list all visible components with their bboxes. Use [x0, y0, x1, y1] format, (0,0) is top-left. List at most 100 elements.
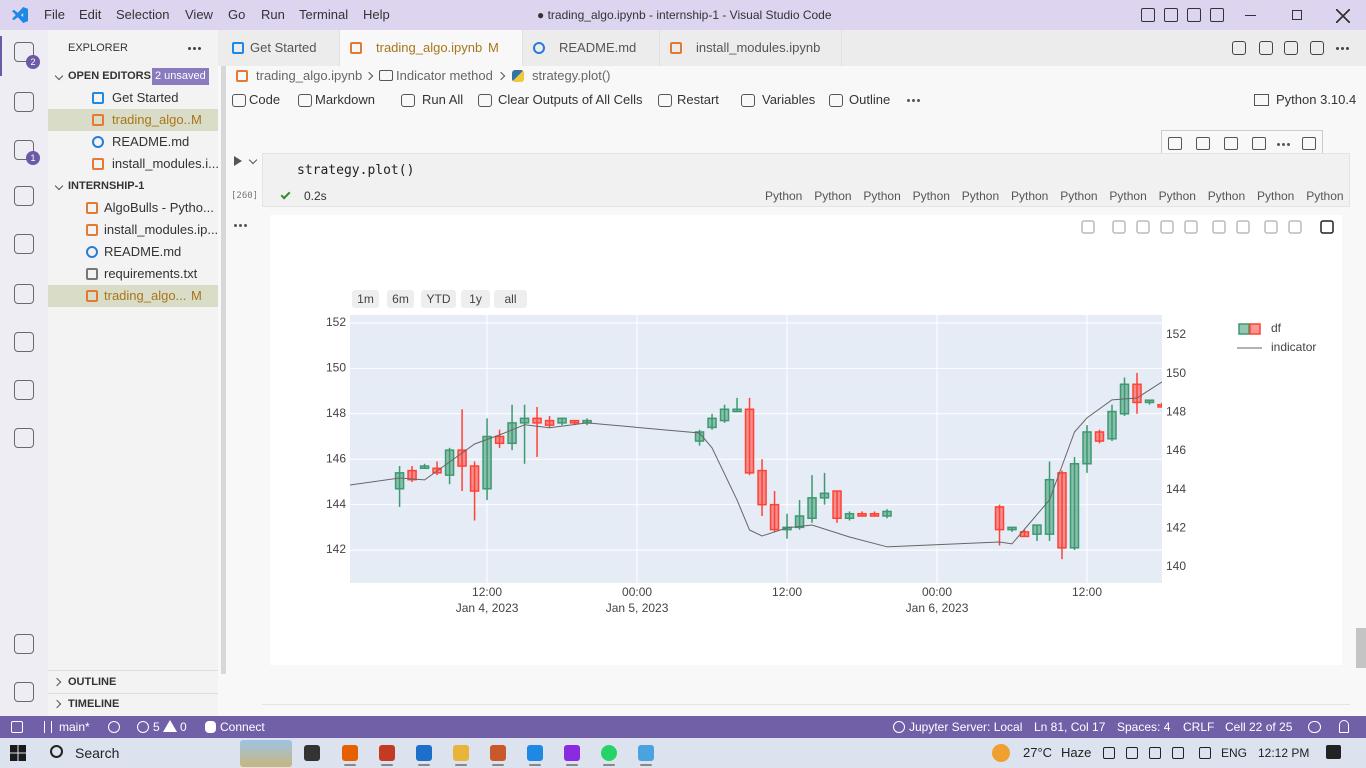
modebar-button[interactable]: [1081, 220, 1095, 234]
menu-item[interactable]: Edit: [79, 7, 102, 22]
cell-language[interactable]: Python: [1011, 189, 1049, 203]
cell-language[interactable]: Python: [1060, 189, 1098, 203]
legend-label[interactable]: indicator: [1271, 340, 1316, 354]
cell-language[interactable]: Python: [863, 189, 901, 203]
breadcrumb[interactable]: Indicator method: [396, 68, 493, 83]
news-widget[interactable]: [240, 740, 292, 767]
jupyter-server[interactable]: Jupyter Server: Local: [909, 720, 1023, 734]
range-button[interactable]: [387, 290, 414, 308]
range-button[interactable]: [352, 290, 379, 308]
range-button-label[interactable]: YTD: [427, 292, 451, 306]
layout-icon[interactable]: [1164, 8, 1178, 22]
legend-label[interactable]: df: [1271, 321, 1282, 335]
cell-language[interactable]: Python: [1158, 189, 1196, 203]
layout-icon[interactable]: [1210, 8, 1224, 22]
indentation[interactable]: Spaces: 4: [1117, 720, 1171, 734]
range-button-label[interactable]: 6m: [392, 292, 409, 306]
restore-button[interactable]: [1292, 10, 1302, 20]
cell-language[interactable]: Python: [1109, 189, 1147, 203]
cell-language[interactable]: Python: [912, 189, 950, 203]
tray-icon[interactable]: [1172, 747, 1184, 759]
start-button[interactable]: [10, 745, 26, 761]
modebar-button[interactable]: [1136, 220, 1150, 234]
menu-item[interactable]: Terminal: [299, 7, 349, 22]
more-icon[interactable]: [188, 47, 191, 50]
temperature[interactable]: 27°C: [1023, 745, 1053, 760]
tab[interactable]: [660, 30, 842, 66]
cell-language[interactable]: Python: [1306, 189, 1344, 203]
more-icon[interactable]: [907, 99, 910, 102]
modebar-button[interactable]: [1320, 220, 1334, 234]
range-button-label[interactable]: all: [504, 292, 516, 306]
tray-icon[interactable]: [1126, 747, 1138, 759]
taskbar-app[interactable]: [342, 745, 358, 761]
workspace-file[interactable]: requirements.txt: [104, 266, 198, 281]
clock[interactable]: 12:12 PM: [1258, 746, 1310, 760]
taskbar-app[interactable]: [304, 745, 320, 761]
toolbar-button[interactable]: Run All: [422, 92, 464, 107]
sync-icon[interactable]: [108, 721, 120, 733]
account-icon[interactable]: [14, 634, 34, 654]
testing-icon[interactable]: [14, 332, 34, 352]
settings-icon[interactable]: [14, 682, 34, 702]
taskbar-app[interactable]: [601, 745, 617, 761]
modebar-button[interactable]: [1236, 220, 1250, 234]
taskbar-app[interactable]: [490, 745, 506, 761]
cell-action[interactable]: [1224, 137, 1238, 150]
notification-icon[interactable]: [1339, 720, 1349, 733]
taskbar-app[interactable]: [527, 745, 543, 761]
cell-language[interactable]: Python: [961, 189, 1000, 203]
layout-icon[interactable]: [1141, 8, 1155, 22]
tray-icon[interactable]: [1199, 747, 1211, 759]
cell-action[interactable]: [1302, 137, 1316, 150]
line-ending[interactable]: CRLF: [1183, 720, 1215, 734]
tab[interactable]: [523, 30, 660, 66]
tab-label[interactable]: install_modules.ipynb: [696, 40, 821, 55]
more-icon[interactable]: [234, 224, 237, 227]
input-language[interactable]: ENG: [1221, 746, 1248, 760]
range-button-label[interactable]: 1m: [357, 292, 374, 306]
layout-icon[interactable]: [1187, 8, 1201, 22]
cell-position[interactable]: Cell 22 of 25: [1225, 720, 1293, 734]
chevron[interactable]: [248, 155, 258, 165]
explorer-icon[interactable]: [14, 42, 34, 62]
source-control-icon[interactable]: [14, 140, 34, 160]
cell-language[interactable]: Python: [814, 189, 852, 203]
modebar-button[interactable]: [1160, 220, 1174, 234]
workspace-file[interactable]: README.md: [104, 244, 182, 259]
open-editor[interactable]: Get Started: [112, 90, 179, 105]
tab-label[interactable]: README.md: [559, 40, 637, 55]
cell-language[interactable]: Python: [1207, 189, 1246, 203]
menu-item[interactable]: Help: [363, 7, 390, 22]
toolbar-button[interactable]: Clear Outputs of All Cells: [498, 92, 643, 107]
cell-language[interactable]: Python: [765, 189, 803, 203]
cell-language[interactable]: Python: [1257, 189, 1295, 203]
more-icon[interactable]: [1277, 143, 1280, 146]
menu-item[interactable]: Selection: [116, 7, 170, 22]
range-button[interactable]: [461, 290, 490, 308]
editor-action[interactable]: [1310, 41, 1324, 55]
editor-action[interactable]: [1259, 41, 1273, 55]
menu-item[interactable]: Run: [261, 7, 285, 22]
open-editor[interactable]: install_modules.i...: [112, 156, 219, 171]
cell-action[interactable]: [1168, 137, 1182, 150]
workspace-file[interactable]: trading_algo...: [104, 288, 187, 303]
section-header[interactable]: TIMELINE: [68, 698, 120, 710]
cell-action[interactable]: [1196, 137, 1210, 150]
more-icon[interactable]: [1336, 47, 1339, 50]
taskbar-app[interactable]: [416, 745, 432, 761]
menu-item[interactable]: View: [185, 7, 213, 22]
range-button-label[interactable]: 1y: [469, 292, 482, 306]
run-cell-button[interactable]: [234, 156, 242, 166]
modebar-button[interactable]: [1184, 220, 1198, 234]
toolbar-button[interactable]: Outline: [849, 92, 891, 107]
open-editor[interactable]: README.md: [112, 134, 190, 149]
tab-label[interactable]: trading_algo.ipynb: [376, 40, 483, 55]
taskbar-app[interactable]: [638, 745, 654, 761]
git-branch[interactable]: main*: [59, 720, 90, 734]
toolbar-button[interactable]: Markdown: [315, 92, 375, 107]
cell-action[interactable]: [1252, 137, 1266, 150]
taskbar-app[interactable]: [453, 745, 469, 761]
modebar-button[interactable]: [1288, 220, 1302, 234]
debug-icon[interactable]: [14, 186, 34, 206]
